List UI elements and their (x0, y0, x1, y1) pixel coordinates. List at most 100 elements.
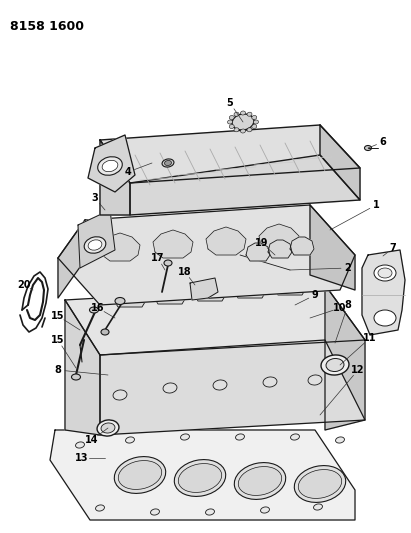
Polygon shape (65, 285, 365, 355)
Polygon shape (78, 210, 115, 268)
Polygon shape (100, 125, 360, 183)
Ellipse shape (95, 505, 104, 511)
Ellipse shape (88, 240, 102, 250)
Ellipse shape (220, 269, 227, 273)
Ellipse shape (113, 390, 127, 400)
Ellipse shape (164, 160, 171, 166)
Ellipse shape (160, 274, 167, 278)
Ellipse shape (84, 237, 106, 253)
Ellipse shape (314, 504, 323, 510)
Text: 6: 6 (380, 137, 386, 147)
Ellipse shape (115, 297, 125, 304)
Ellipse shape (76, 442, 84, 448)
Ellipse shape (263, 377, 277, 387)
Ellipse shape (180, 434, 189, 440)
Text: 2: 2 (345, 263, 351, 273)
Polygon shape (275, 280, 305, 295)
Polygon shape (50, 430, 355, 520)
Ellipse shape (298, 470, 342, 498)
Polygon shape (235, 283, 265, 298)
Ellipse shape (150, 509, 159, 515)
Ellipse shape (228, 120, 233, 124)
Polygon shape (268, 240, 292, 258)
Ellipse shape (190, 271, 197, 276)
Polygon shape (206, 227, 246, 255)
Ellipse shape (229, 116, 234, 119)
Text: 11: 11 (363, 333, 377, 343)
Ellipse shape (234, 128, 239, 132)
Text: 8: 8 (55, 365, 61, 375)
Text: 9: 9 (312, 290, 319, 300)
Ellipse shape (164, 260, 172, 266)
Ellipse shape (234, 463, 286, 499)
Ellipse shape (247, 128, 252, 132)
Ellipse shape (229, 125, 234, 128)
Ellipse shape (250, 266, 257, 271)
Ellipse shape (321, 355, 349, 375)
Polygon shape (115, 292, 145, 307)
Text: 16: 16 (91, 303, 105, 313)
Polygon shape (153, 230, 193, 258)
Ellipse shape (90, 307, 99, 313)
Ellipse shape (135, 276, 142, 280)
Ellipse shape (240, 129, 245, 133)
Text: 1: 1 (373, 200, 379, 210)
Polygon shape (362, 250, 405, 335)
Text: 3: 3 (92, 193, 98, 203)
Polygon shape (100, 140, 130, 215)
Ellipse shape (305, 262, 312, 266)
Ellipse shape (240, 111, 245, 115)
Text: 20: 20 (17, 280, 31, 290)
Polygon shape (195, 286, 225, 301)
Ellipse shape (374, 265, 396, 281)
Polygon shape (246, 243, 270, 261)
Polygon shape (155, 289, 185, 304)
Polygon shape (190, 278, 218, 300)
Ellipse shape (232, 114, 254, 130)
Polygon shape (130, 155, 360, 215)
Ellipse shape (114, 457, 166, 494)
Polygon shape (320, 125, 360, 200)
Ellipse shape (162, 159, 174, 167)
Polygon shape (100, 340, 365, 435)
Ellipse shape (294, 466, 346, 503)
Ellipse shape (118, 461, 162, 489)
Ellipse shape (335, 437, 344, 443)
Polygon shape (58, 220, 85, 298)
Text: 15: 15 (51, 335, 65, 345)
Ellipse shape (125, 437, 134, 443)
Text: 15: 15 (51, 311, 65, 321)
Text: 8158 1600: 8158 1600 (10, 20, 84, 33)
Text: 5: 5 (226, 98, 233, 108)
Ellipse shape (178, 464, 222, 492)
Ellipse shape (174, 459, 226, 496)
Ellipse shape (261, 507, 270, 513)
Text: 19: 19 (255, 238, 269, 248)
Ellipse shape (280, 264, 287, 269)
Text: 17: 17 (151, 253, 165, 263)
Text: 8: 8 (344, 300, 351, 310)
Ellipse shape (254, 120, 259, 124)
Text: 12: 12 (351, 365, 365, 375)
Polygon shape (259, 224, 299, 252)
Ellipse shape (234, 112, 239, 116)
Ellipse shape (365, 146, 372, 150)
Polygon shape (310, 205, 355, 290)
Ellipse shape (72, 374, 81, 380)
Ellipse shape (252, 116, 257, 119)
Ellipse shape (238, 466, 282, 496)
Polygon shape (58, 205, 355, 305)
Ellipse shape (378, 268, 392, 278)
Ellipse shape (236, 434, 245, 440)
Text: 4: 4 (125, 167, 132, 177)
Ellipse shape (101, 423, 115, 433)
Polygon shape (325, 285, 365, 430)
Ellipse shape (97, 420, 119, 436)
Ellipse shape (252, 125, 257, 128)
Text: 7: 7 (390, 243, 396, 253)
Text: 14: 14 (85, 435, 99, 445)
Ellipse shape (308, 375, 322, 385)
Ellipse shape (163, 383, 177, 393)
Ellipse shape (101, 329, 109, 335)
Ellipse shape (374, 310, 396, 326)
